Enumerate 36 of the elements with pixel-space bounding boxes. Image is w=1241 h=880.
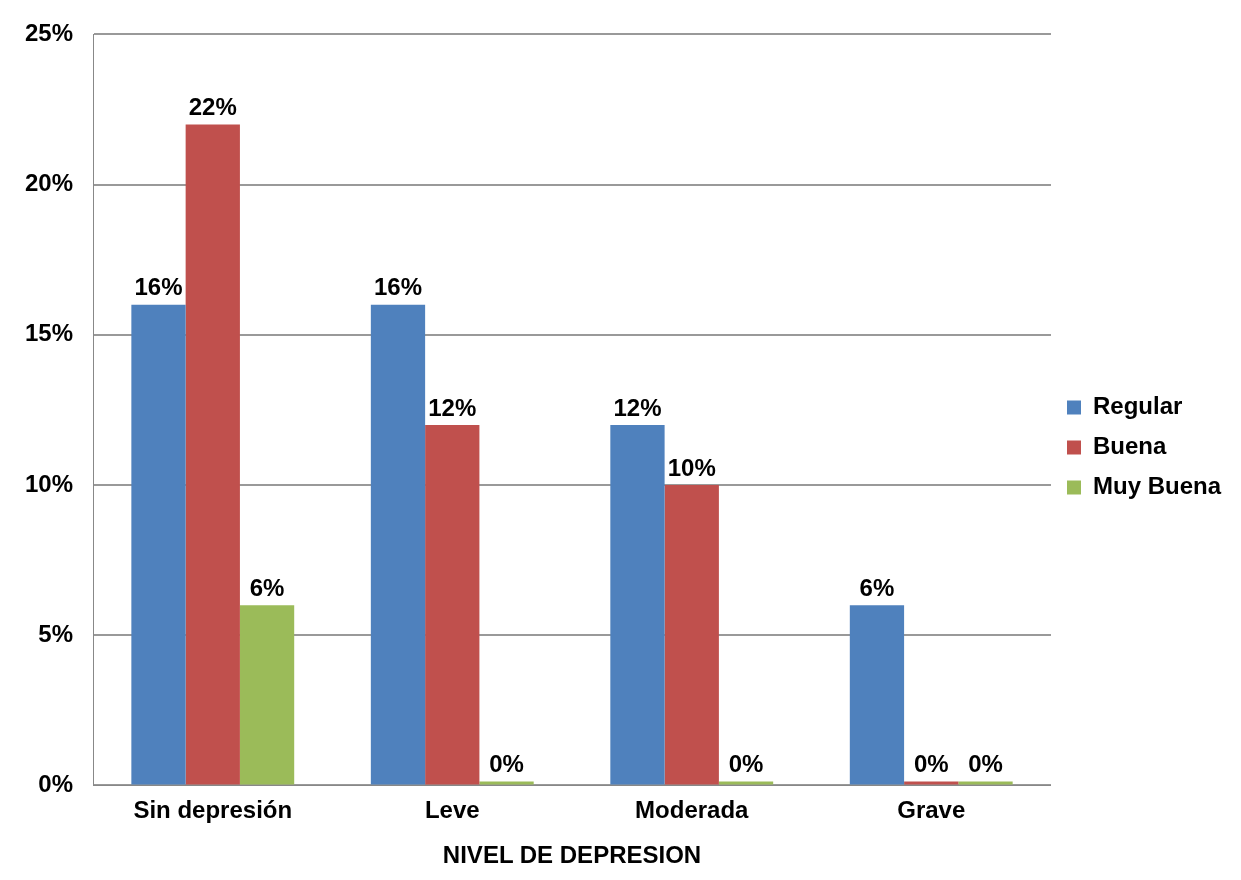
data-label: 0% bbox=[968, 750, 1003, 778]
x-tick-label: Sin depresión bbox=[133, 796, 293, 824]
legend-label: Buena bbox=[1092, 432, 1167, 460]
bar bbox=[370, 304, 426, 785]
data-label: 0% bbox=[489, 750, 524, 778]
x-axis-title: NIVEL DE DEPRESION bbox=[442, 841, 702, 869]
x-tick-label: Moderada bbox=[635, 796, 750, 824]
bar bbox=[131, 304, 186, 785]
data-label: 10% bbox=[667, 453, 716, 481]
data-label: 12% bbox=[428, 393, 477, 421]
bar bbox=[958, 781, 1013, 785]
data-label: 0% bbox=[728, 750, 764, 778]
bar bbox=[185, 124, 240, 785]
x-tick-label: Grave bbox=[897, 796, 966, 824]
data-label: 16% bbox=[373, 273, 423, 301]
data-label: 6% bbox=[859, 573, 895, 601]
bar bbox=[904, 781, 959, 785]
data-label: 16% bbox=[134, 273, 183, 301]
y-tick-label: 0% bbox=[38, 770, 74, 798]
legend-label: Muy Buena bbox=[1092, 472, 1222, 500]
x-tick-label: Leve bbox=[424, 796, 480, 824]
bar bbox=[479, 781, 534, 785]
bar bbox=[425, 424, 480, 785]
y-tick-label: 10% bbox=[24, 469, 74, 497]
data-label: 0% bbox=[913, 750, 949, 778]
bar bbox=[664, 485, 719, 785]
y-tick-label: 25% bbox=[24, 19, 74, 47]
y-tick-label: 5% bbox=[38, 619, 74, 647]
y-tick-label: 15% bbox=[24, 319, 74, 347]
data-label: 12% bbox=[613, 393, 662, 421]
data-label: 6% bbox=[249, 573, 285, 601]
y-tick-label: 20% bbox=[24, 169, 74, 197]
bar bbox=[610, 424, 665, 785]
legend-label: Regular bbox=[1092, 392, 1183, 420]
bar bbox=[718, 781, 774, 785]
data-label: 22% bbox=[188, 93, 237, 121]
